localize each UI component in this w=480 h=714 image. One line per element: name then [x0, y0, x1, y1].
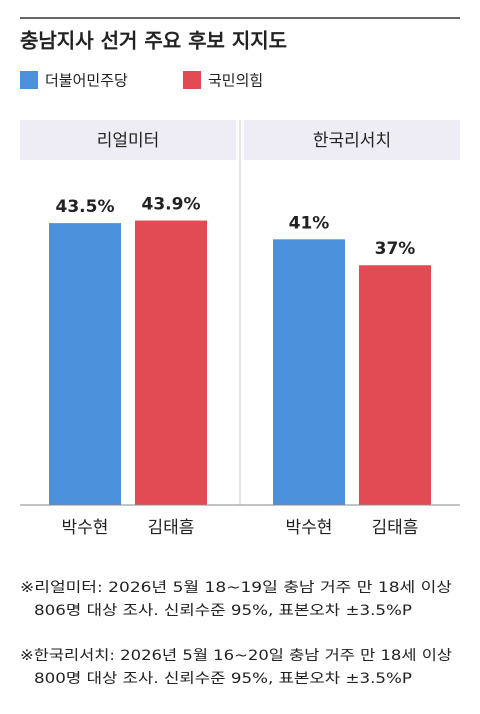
- chart-title: 충남지사 선거 주요 후보 지지도: [20, 29, 287, 53]
- footnote: 800명 대상 조사. 신뢰수준 95%, 표본오차 ±3.5%P: [34, 671, 412, 687]
- panel-header: [244, 120, 460, 160]
- legend-swatch: [20, 71, 38, 89]
- legend-label: 국민의힘: [208, 72, 263, 90]
- footnote: ※한국리서치: 2026년 5월 16~20일 충남 거주 만 18세 이상: [20, 648, 452, 664]
- footnote: 806명 대상 조사. 신뢰수준 95%, 표본오차 ±3.5%P: [34, 603, 412, 619]
- legend-label: 더불어민주당: [45, 72, 128, 90]
- x-tick-label: 박수현: [62, 518, 109, 538]
- bar: [49, 223, 121, 505]
- panel-title: 리얼미터: [97, 131, 160, 151]
- x-tick-label: 김태흠: [372, 518, 419, 538]
- bar: [135, 220, 207, 505]
- x-tick-label: 박수현: [286, 518, 333, 538]
- legend-swatch: [183, 71, 201, 89]
- panel-header: [20, 120, 236, 160]
- x-tick-label: 김태흠: [148, 518, 195, 538]
- value-label: 43.9%: [142, 195, 201, 215]
- value-label: 37%: [375, 239, 416, 259]
- bar: [359, 265, 431, 505]
- value-label: 41%: [289, 213, 330, 233]
- footnote: ※리얼미터: 2026년 5월 18~19일 충남 거주 만 18세 이상: [20, 580, 452, 596]
- panel-title: 한국리서치: [313, 131, 391, 151]
- bar: [273, 239, 345, 505]
- value-label: 43.5%: [56, 197, 115, 217]
